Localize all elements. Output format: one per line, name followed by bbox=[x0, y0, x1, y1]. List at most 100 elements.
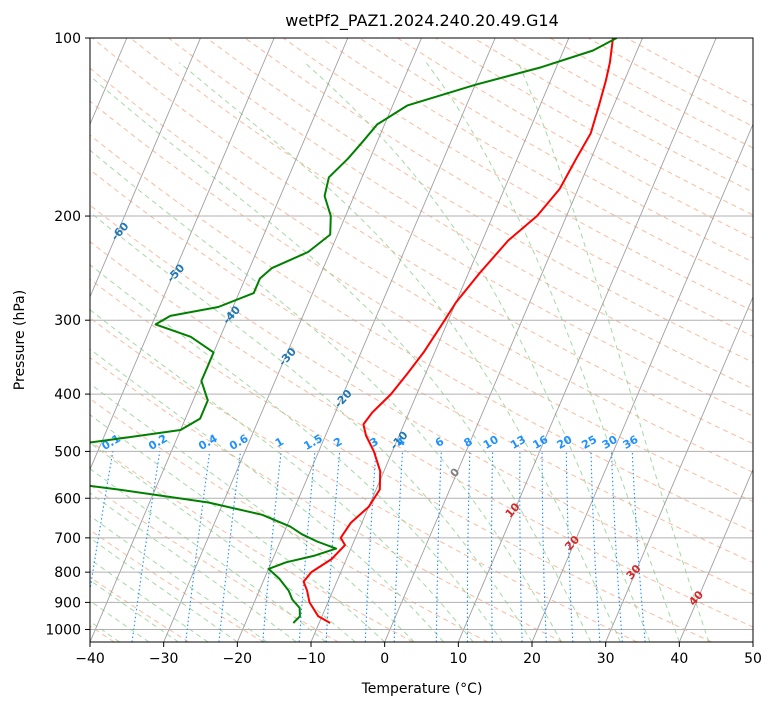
moist-adiabat bbox=[90, 264, 503, 642]
dry-adiabat bbox=[90, 317, 638, 642]
dry-adiabat bbox=[130, 38, 753, 417]
isotherm-label: -30 bbox=[276, 345, 299, 369]
y-tick-label: 800 bbox=[54, 565, 81, 581]
dry-adiabat bbox=[90, 241, 753, 628]
mixing-ratio-line bbox=[185, 451, 211, 642]
mixing-ratio-label: 1 bbox=[273, 435, 286, 450]
isotherm-label: 0 bbox=[448, 465, 463, 480]
isotherm bbox=[678, 468, 753, 642]
mixing-ratio-label: 30 bbox=[600, 433, 620, 452]
x-tick-label: −30 bbox=[149, 651, 179, 667]
dry-adiabat bbox=[90, 278, 712, 642]
isotherm-label: 40 bbox=[686, 588, 706, 608]
mixing-ratio-line bbox=[490, 451, 494, 642]
moist-adiabat bbox=[517, 62, 710, 642]
mixing-ratio-label: 6 bbox=[433, 435, 446, 450]
dry-adiabat bbox=[549, 38, 753, 149]
y-tick-label: 100 bbox=[54, 31, 81, 47]
x-axis: −40 −30 −20 −10 0 10 20 30 40 50 bbox=[75, 642, 762, 667]
moist-adiabat bbox=[304, 62, 651, 642]
isotherm bbox=[90, 38, 349, 642]
pressure-grid bbox=[90, 38, 753, 630]
moist-adiabat bbox=[90, 414, 386, 642]
mixing-ratio-line bbox=[610, 451, 623, 642]
isotherm bbox=[90, 38, 275, 471]
x-tick-label: 0 bbox=[380, 651, 389, 667]
mixing-ratio-label: 1.5 bbox=[301, 432, 324, 453]
mixing-ratio-label: 16 bbox=[530, 433, 550, 452]
dry-adiabat bbox=[90, 398, 488, 642]
y-tick-label: 600 bbox=[54, 491, 81, 507]
y-tick-label: 300 bbox=[54, 313, 81, 329]
dry-adiabat bbox=[90, 576, 190, 642]
mixing-ratio-label: 2 bbox=[331, 435, 344, 450]
moist-adiabat bbox=[90, 309, 474, 642]
dry-adiabat bbox=[90, 67, 753, 473]
dry-adiabat bbox=[90, 134, 753, 533]
x-tick-label: −40 bbox=[75, 651, 105, 667]
mixing-ratio-label: 36 bbox=[621, 433, 641, 452]
dry-adiabat bbox=[90, 529, 264, 642]
mixing-ratio-label: 10 bbox=[481, 433, 501, 452]
mixing-ratio-line bbox=[435, 451, 442, 642]
isotherm bbox=[384, 38, 643, 642]
isotherm bbox=[752, 640, 753, 642]
isotherm bbox=[163, 38, 422, 642]
moist-adiabat bbox=[90, 149, 562, 642]
isotherm-label: -80 bbox=[0, 136, 20, 160]
isotherm bbox=[531, 123, 753, 642]
dry-adiabat bbox=[282, 38, 753, 312]
isotherm bbox=[605, 295, 753, 642]
isotherm bbox=[90, 38, 201, 299]
isotherm-label: -60 bbox=[109, 219, 132, 243]
moist-adiabats bbox=[90, 62, 710, 642]
isotherm-label: 30 bbox=[624, 562, 644, 582]
mixing-ratio-line bbox=[262, 451, 282, 642]
x-tick-label: −20 bbox=[223, 651, 253, 667]
isotherm bbox=[310, 38, 570, 642]
y-tick-label: 400 bbox=[54, 387, 81, 403]
moist-adiabat bbox=[90, 537, 238, 642]
moist-adiabat bbox=[90, 492, 297, 642]
mixing-ratio-line bbox=[519, 451, 523, 642]
x-tick-label: −10 bbox=[296, 651, 326, 667]
mixing-ratio-line bbox=[218, 451, 242, 642]
moist-adiabat bbox=[90, 558, 209, 642]
isotherms bbox=[90, 38, 753, 642]
mixing-ratio-line bbox=[131, 451, 161, 642]
mixing-ratio-label: 0.6 bbox=[227, 432, 251, 453]
dry-adiabat bbox=[90, 169, 753, 564]
mixing-ratio-line bbox=[466, 451, 471, 642]
moist-adiabat bbox=[90, 211, 533, 642]
y-axis: 1000 900 800 700 600 500 400 300 200 100 bbox=[45, 31, 90, 638]
mixing-ratio-label: 8 bbox=[462, 435, 475, 450]
dry-adiabat bbox=[168, 38, 753, 390]
isotherm-label: -50 bbox=[164, 261, 187, 285]
dry-adiabat bbox=[588, 38, 753, 127]
x-tick-label: 40 bbox=[670, 651, 688, 667]
x-tick-label: 10 bbox=[449, 651, 467, 667]
isotherm-label: -70 bbox=[53, 178, 76, 202]
y-tick-label: 500 bbox=[54, 444, 81, 460]
moist-adiabat bbox=[90, 468, 327, 642]
isotherm-label: -20 bbox=[332, 387, 355, 411]
isotherm-label: 20 bbox=[562, 533, 582, 553]
moist-adiabat bbox=[90, 442, 356, 642]
dry-adiabat bbox=[359, 38, 753, 263]
dry-adiabat bbox=[435, 38, 753, 216]
x-axis-title: Temperature (°C) bbox=[361, 681, 483, 697]
moist-adiabat bbox=[90, 348, 444, 642]
x-tick-label: 20 bbox=[523, 651, 541, 667]
plot-area: -100-90-80-70-60-50-40-30-20-10010203040… bbox=[0, 38, 753, 642]
y-tick-label: 900 bbox=[54, 595, 81, 611]
isotherm bbox=[236, 38, 496, 642]
y-tick-label: 1000 bbox=[45, 622, 81, 638]
x-tick-label: 50 bbox=[744, 651, 762, 667]
moist-adiabat bbox=[90, 579, 179, 642]
dry-adiabat bbox=[90, 440, 414, 642]
y-tick-label: 700 bbox=[54, 531, 81, 547]
dry-adiabat bbox=[90, 484, 339, 642]
mixing-ratio-line bbox=[364, 451, 377, 642]
